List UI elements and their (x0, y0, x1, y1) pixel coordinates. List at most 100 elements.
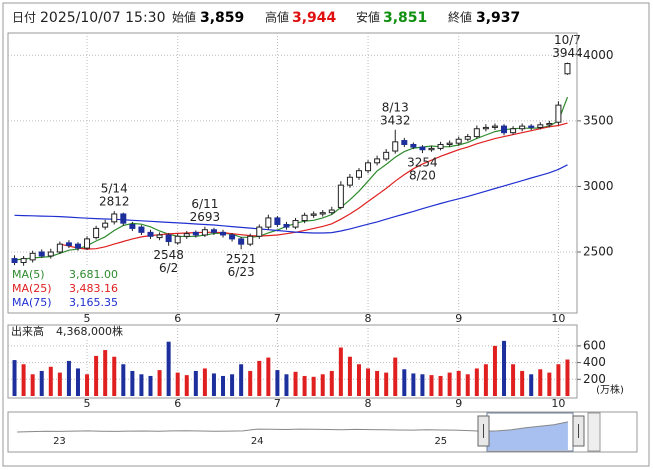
volume-bar (248, 370, 253, 396)
candle-body (38, 251, 45, 257)
volume-bar (356, 364, 361, 396)
volume-bar (311, 376, 316, 396)
candle-body (555, 104, 562, 123)
volume-bar (66, 360, 71, 396)
candle-body (319, 212, 326, 215)
volume-bar (157, 370, 162, 396)
volume-bar (556, 364, 561, 396)
candle-body (183, 233, 190, 237)
candle-body (238, 238, 245, 245)
x-tick-label: 7 (274, 312, 281, 325)
annotation-value: 3432 (380, 113, 411, 127)
x-tick-label: 8 (365, 397, 372, 410)
x-tick-label: 9 (455, 397, 462, 410)
navigator-line (17, 421, 569, 433)
candle-body (20, 258, 27, 264)
candle-body (328, 209, 335, 214)
candle-body (74, 243, 81, 249)
candle-body (528, 125, 535, 128)
candle-body (365, 162, 372, 172)
volume-bar (329, 370, 334, 396)
field-label: 安値 (356, 10, 380, 25)
legend-value: 3,483.16 (69, 282, 118, 295)
ma-line (59, 122, 568, 250)
candle-body (301, 214, 308, 222)
volume-bar (130, 370, 135, 396)
candle-body (84, 238, 91, 249)
candle-body (510, 128, 517, 134)
legend-name: MA(5) (12, 268, 45, 281)
annotation-value: 2521 (226, 252, 257, 266)
candle-body (410, 143, 417, 148)
candle-body (473, 128, 480, 138)
candle-body (29, 252, 36, 261)
candle-body (310, 213, 317, 216)
x-tick-label: 6 (174, 312, 181, 325)
candle-body (220, 231, 227, 236)
candle-body (120, 213, 127, 224)
volume-bar (429, 375, 434, 396)
volume-bar (492, 345, 497, 396)
volume-bar (175, 372, 180, 396)
volume-bar (502, 340, 507, 396)
volume-bar (275, 370, 280, 396)
annotation-value: 3254 (407, 156, 438, 170)
candle-body (292, 220, 299, 228)
volume-bar (320, 374, 325, 396)
y-tick-label: 3500 (583, 113, 614, 127)
x-tick-label: 8 (365, 312, 372, 325)
candle-body (111, 213, 118, 223)
candle-body (537, 124, 544, 128)
volume-bar (520, 370, 525, 396)
candle-body (47, 251, 54, 257)
volume-bar (538, 369, 543, 396)
volume-bar (483, 364, 488, 396)
candle-body (93, 227, 100, 239)
field-label: 始値 (172, 10, 196, 25)
annotation-date: 6/23 (228, 265, 255, 279)
volume-bar (148, 375, 153, 396)
ma-line (14, 96, 569, 261)
annotation-value: 2812 (99, 195, 130, 209)
candle-body (229, 234, 236, 240)
candle-body (482, 126, 489, 130)
volume-bar (474, 368, 479, 396)
candle-body (464, 136, 471, 140)
candle-body (564, 63, 571, 75)
x-tick-label: 5 (84, 397, 91, 410)
volume-bar (211, 373, 216, 396)
legend-value: 3,681.00 (69, 268, 118, 281)
annotation-date: 10/7 (554, 33, 581, 47)
volume-bar (456, 370, 461, 396)
candle-body (201, 229, 208, 236)
volume-bar (94, 355, 99, 396)
annotation-date: 6/11 (191, 197, 218, 211)
field-value: 3,937 (476, 10, 520, 26)
volume-bar (438, 375, 443, 396)
volume-bar (366, 368, 371, 396)
annotation-date: 6/2 (159, 261, 178, 275)
candle-body (283, 223, 290, 228)
y-tick-label: 400 (583, 355, 606, 369)
navigator-window-area (487, 421, 568, 450)
volume-bar (139, 374, 144, 396)
scroll-button[interactable] (587, 412, 601, 452)
field-value: 3,851 (383, 10, 427, 26)
candle-body (446, 142, 453, 145)
volume-bar (30, 374, 35, 396)
candle-body (491, 125, 498, 128)
volume-unit: (万株) (596, 383, 624, 396)
x-tick-label: 5 (84, 312, 91, 325)
y-tick-label: 2500 (583, 245, 614, 259)
volume-bar (57, 372, 62, 396)
candle-body (129, 223, 136, 229)
y-tick-label: 3000 (583, 179, 614, 193)
volume-bar (547, 372, 552, 396)
date-label: 日付 (12, 11, 36, 25)
volume-bar (420, 374, 425, 396)
annotation-date: 5/14 (101, 182, 128, 196)
volume-bar (166, 341, 171, 396)
x-tick-label: 6 (174, 397, 181, 410)
